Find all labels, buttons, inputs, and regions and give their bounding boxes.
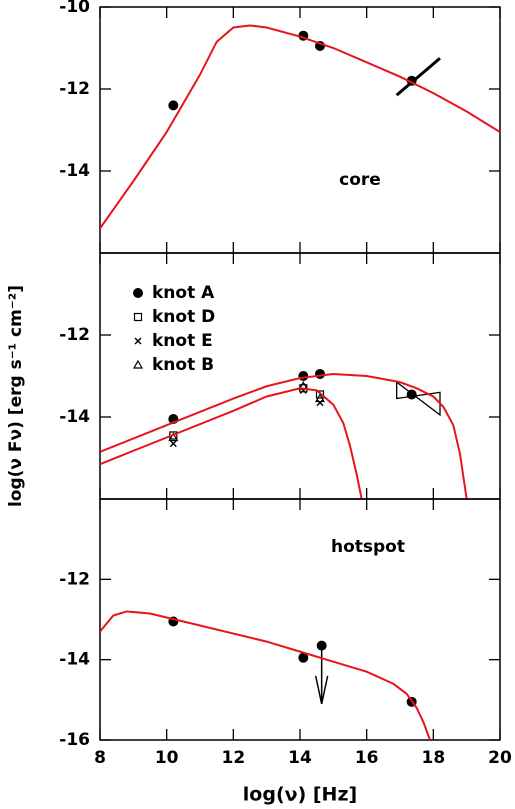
data-point [168, 432, 179, 442]
model-curve [100, 387, 363, 499]
x-axis-label: log(ν) [Hz] [243, 784, 357, 806]
y-tick-label: -10 [59, 0, 90, 17]
legend-marker [132, 359, 144, 369]
data-point [168, 100, 179, 111]
x-tick-label: 8 [94, 748, 106, 768]
plot-area [100, 368, 468, 499]
legend-label: knot A [152, 283, 215, 303]
y-tick-label: -12 [59, 325, 90, 345]
x-tick-label: 12 [221, 748, 245, 768]
y-tick-label: -14 [59, 161, 90, 181]
data-point [298, 652, 309, 663]
panel-label: hotspot [331, 537, 405, 557]
data-point [298, 371, 309, 381]
data-point [169, 440, 177, 448]
x-tick-label: 18 [421, 748, 445, 768]
model-curve [100, 24, 500, 229]
data-point [316, 399, 324, 407]
plot-area [100, 24, 500, 229]
data-point [316, 640, 327, 651]
y-axis-label: log(ν Fν) [erg s⁻¹ cm⁻²] [6, 285, 26, 507]
y-tick-label: -14 [59, 407, 90, 427]
legend-marker [133, 312, 143, 322]
data-point [314, 393, 326, 403]
panel-frame [99, 6, 501, 254]
x-tick-label: 14 [288, 748, 312, 768]
legend-label: knot E [152, 331, 213, 351]
plot-area [100, 610, 431, 740]
y-tick-label: -12 [59, 79, 90, 99]
y-tick-label: -12 [59, 569, 90, 589]
xray-bowtie [396, 380, 441, 417]
panel-label: core [339, 170, 381, 190]
data-point [315, 368, 325, 379]
legend-marker [133, 288, 143, 298]
model-curve [100, 610, 431, 740]
legend-marker [134, 337, 142, 345]
panel-frame [99, 498, 501, 741]
x-tick-label: 20 [488, 748, 512, 768]
x-tick-label: 16 [355, 748, 379, 768]
x-tick-label: 10 [155, 748, 179, 768]
y-tick-label: -16 [59, 730, 90, 750]
upper-limit-arrow [314, 645, 329, 705]
xray-bowtie [395, 57, 441, 97]
y-tick-label: -14 [59, 650, 90, 670]
legend-label: knot B [152, 355, 214, 375]
model-curve [100, 372, 468, 499]
legend-label: knot D [152, 307, 215, 327]
